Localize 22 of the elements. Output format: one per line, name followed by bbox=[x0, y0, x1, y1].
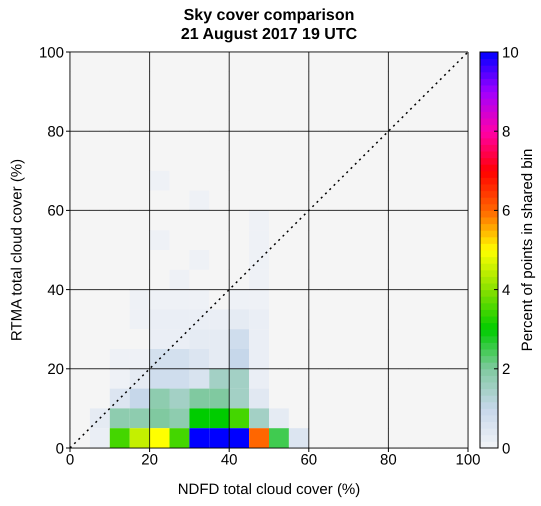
chart-title: Sky cover comparison bbox=[182, 6, 356, 25]
color-bar-title: Percent of points in shared bin bbox=[519, 148, 536, 352]
color-bar-label: 4 bbox=[502, 282, 510, 299]
chart-subtitle: 21 August 2017 19 UTC bbox=[180, 25, 358, 44]
x-tick-label: 60 bbox=[300, 452, 318, 469]
y-axis-title: RTMA total cloud cover (%) bbox=[8, 158, 26, 342]
color-bar-label: 2 bbox=[502, 361, 510, 378]
y-tick-label: 80 bbox=[47, 124, 64, 141]
x-axis-title: NDFD total cloud cover (%) bbox=[178, 481, 360, 498]
color-bar-label: 8 bbox=[502, 123, 510, 140]
x-tick-label: 20 bbox=[141, 452, 158, 469]
y-tick-label: 100 bbox=[38, 44, 64, 62]
color-bar-label: 6 bbox=[502, 202, 510, 220]
x-tick-label: 100 bbox=[455, 452, 481, 469]
x-tick-label: 40 bbox=[220, 452, 238, 469]
color-bar-label: 10 bbox=[502, 44, 519, 62]
color-bar-label: 0 bbox=[502, 440, 510, 458]
y-tick-label: 0 bbox=[56, 440, 64, 458]
x-tick-label: 80 bbox=[380, 452, 397, 469]
y-tick-label: 20 bbox=[47, 361, 64, 378]
y-tick-label: 60 bbox=[47, 202, 64, 220]
y-tick-label: 40 bbox=[47, 282, 64, 299]
